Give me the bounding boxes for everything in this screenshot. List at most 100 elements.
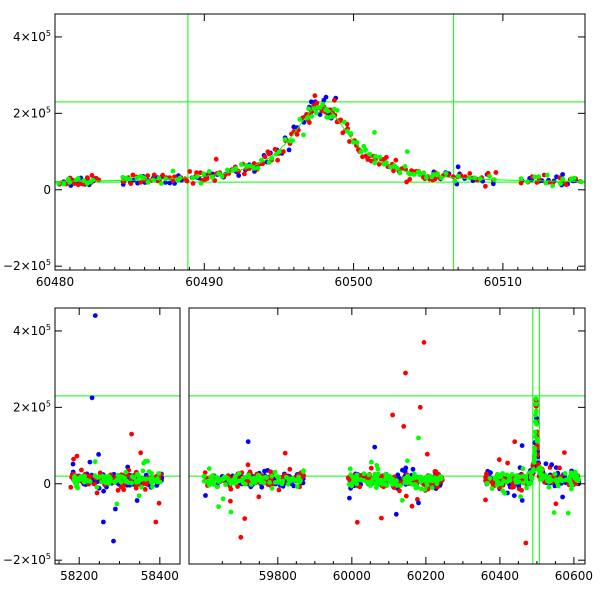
bottom-point xyxy=(272,480,278,485)
bottom-point xyxy=(240,475,246,481)
top-point xyxy=(407,171,413,177)
bottom-point xyxy=(124,478,130,484)
bottom-point xyxy=(553,501,559,507)
top-point xyxy=(158,181,164,186)
top-point xyxy=(219,174,225,179)
bottom-point xyxy=(354,519,360,525)
top-point xyxy=(323,94,329,100)
bottom-point xyxy=(94,484,100,490)
bottom-point xyxy=(518,494,523,499)
bottom-point xyxy=(384,483,390,488)
bottom-point xyxy=(129,480,135,486)
bottom-point xyxy=(156,500,162,506)
bottom-point xyxy=(546,484,552,490)
top-point xyxy=(314,100,320,106)
bottom-point xyxy=(228,486,234,492)
bottom-point xyxy=(114,501,120,507)
top-point xyxy=(490,181,496,187)
top-point xyxy=(544,172,550,178)
bottom-point xyxy=(100,473,105,479)
top-point xyxy=(251,165,257,171)
bottom-point xyxy=(70,461,76,467)
bottom-point xyxy=(532,429,538,435)
bottom-point xyxy=(225,476,231,482)
top-point xyxy=(123,175,129,181)
bottom-point xyxy=(92,459,98,465)
top-point xyxy=(435,171,440,177)
top-point xyxy=(281,149,286,155)
bottom-point xyxy=(145,458,151,464)
top-point xyxy=(304,112,309,117)
bottom-point xyxy=(571,472,577,477)
bottom-point xyxy=(402,476,408,481)
top-point xyxy=(201,171,207,177)
top-xtick-label: 60510 xyxy=(484,275,522,289)
top-point xyxy=(262,154,268,160)
top-point xyxy=(348,131,354,136)
top-point xyxy=(187,169,193,174)
bottom-outlier xyxy=(379,515,384,521)
top-point xyxy=(560,176,566,182)
bottom-point xyxy=(551,510,557,515)
bottom-point xyxy=(123,469,129,475)
bottom-point xyxy=(149,484,155,490)
bottom-point xyxy=(208,474,214,480)
bottom-point xyxy=(375,466,381,472)
bottom-point xyxy=(246,472,251,478)
bottom-point xyxy=(533,408,539,414)
bottom-point xyxy=(424,482,430,488)
top-point xyxy=(290,138,295,144)
top-point xyxy=(163,180,168,185)
bottom-point xyxy=(95,475,100,480)
bottom-point xyxy=(201,473,207,479)
bottom-point xyxy=(403,493,409,499)
top-point xyxy=(128,181,134,187)
bottom-point xyxy=(560,494,565,500)
top-point xyxy=(334,108,340,113)
bottom-point xyxy=(390,482,396,487)
bottom-point xyxy=(236,471,242,476)
bottom-point xyxy=(383,476,389,482)
bottom-point xyxy=(374,485,379,490)
bottom-point xyxy=(256,472,262,478)
top-xtick-label: 60500 xyxy=(334,275,372,289)
top-point xyxy=(89,173,95,178)
top-point xyxy=(493,170,499,175)
bottom-point xyxy=(68,484,74,490)
bottom-point xyxy=(496,457,502,463)
top-point xyxy=(443,171,449,176)
top-point xyxy=(560,172,565,177)
top-point xyxy=(266,151,272,157)
top-point xyxy=(376,161,382,167)
top-point xyxy=(467,175,472,181)
bottom-point xyxy=(393,478,399,484)
bottom-point xyxy=(418,474,424,480)
bottom-point xyxy=(375,477,381,483)
bottom-point xyxy=(555,478,561,484)
bottom-point xyxy=(142,487,148,492)
bottom-point xyxy=(532,434,538,439)
bottom-point xyxy=(552,471,558,477)
bottom-point xyxy=(427,474,432,480)
bottom-point xyxy=(375,471,381,477)
bottom-point xyxy=(422,487,428,492)
bottom-outlier xyxy=(403,370,408,376)
bottom-point xyxy=(565,510,571,516)
top-point xyxy=(344,128,350,134)
top-point xyxy=(424,175,429,181)
bottom-ytick-label: 2×105 xyxy=(13,399,51,414)
top-point xyxy=(61,181,67,187)
top-point xyxy=(518,180,524,186)
bottom-point xyxy=(141,460,147,466)
top-data-points xyxy=(56,93,584,189)
top-plot-frame xyxy=(54,13,586,271)
bottom-xtick-label: 58200 xyxy=(60,569,98,583)
bottom-point xyxy=(397,488,402,494)
top-point xyxy=(402,164,408,169)
bottom-plot-frame-left xyxy=(54,307,181,565)
top-point xyxy=(363,147,368,153)
bottom-point xyxy=(242,481,248,487)
bottom-outlier xyxy=(129,431,135,437)
bottom-point xyxy=(223,482,228,487)
bottom-point xyxy=(383,472,389,477)
